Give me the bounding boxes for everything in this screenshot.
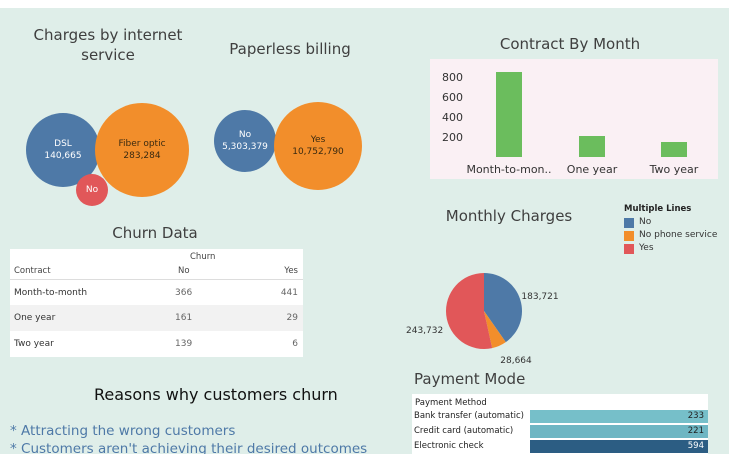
legend-item-yes[interactable]: Yes	[624, 243, 729, 255]
bubble-no-internet[interactable]: No	[76, 174, 108, 206]
pie-slice-label: 28,664	[500, 356, 532, 366]
table-row[interactable]: Month-to-month 366 441	[10, 279, 303, 306]
legend-swatch	[624, 244, 634, 254]
payment-row[interactable]: Credit card (automatic) 221	[412, 425, 708, 438]
monthly-pie-chart: 183,721 28,664 243,732	[406, 273, 559, 366]
payment-row[interactable]: Electronic check 594	[412, 440, 708, 453]
legend-swatch	[624, 218, 634, 228]
payment-header: Payment Method	[415, 398, 487, 408]
contract-chart-panel: 200 400 600 800 Month-to-mon.. One year Two ye…	[430, 59, 718, 179]
pie-slice[interactable]	[446, 273, 493, 349]
col-no-header: No	[178, 266, 190, 276]
reason-item: * Customers aren't achieving their desir…	[10, 441, 368, 454]
col-yes-header: Yes	[284, 266, 298, 276]
legend-swatch	[624, 231, 634, 241]
reasons-title: Reasons why customers churn	[94, 385, 338, 404]
legend-item-no[interactable]: No	[624, 217, 729, 229]
monthly-charges-title: Monthly Charges	[445, 207, 573, 225]
legend-title: Multiple Lines	[624, 204, 692, 214]
contract-bar[interactable]	[496, 72, 522, 157]
churn-group-header: Churn	[190, 252, 216, 262]
internet-chart-title: Charges by internet service	[33, 26, 183, 64]
bubble-dsl[interactable]: DSL 140,665	[26, 113, 100, 187]
bubble-paperless-yes[interactable]: Yes 10,752,790	[274, 102, 362, 190]
contract-bar-chart: 200 400 600 800 Month-to-mon.. One year Two ye…	[442, 71, 699, 176]
x-tick-label: Month-to-mon..	[466, 163, 551, 176]
pie-slice-label: 243,732	[406, 326, 443, 336]
x-tick-label: One year	[567, 163, 618, 176]
col-contract-header: Contract	[14, 266, 51, 276]
pie-slice[interactable]	[484, 311, 506, 349]
churn-table: Churn Contract No Yes Month-to-month 366…	[10, 249, 303, 357]
payment-row[interactable]: Bank transfer (automatic) 233	[412, 410, 708, 423]
monthly-legend: Multiple Lines No No phone service Yes	[624, 204, 729, 264]
payment-bar	[530, 410, 708, 423]
pie-slice[interactable]	[484, 273, 522, 343]
table-row[interactable]: One year 161 29	[10, 305, 303, 331]
churn-title: Churn Data	[112, 224, 198, 242]
legend-item-no-phone-service[interactable]: No phone service	[624, 230, 729, 242]
table-row[interactable]: Two year 139 6	[10, 331, 303, 357]
y-tick-label: 400	[442, 111, 463, 124]
reason-item: * Attracting the wrong customers	[10, 423, 236, 439]
dashboard: Charges by internet service DSL 140,665 …	[0, 8, 729, 454]
x-tick-label: Two year	[649, 163, 699, 176]
contract-chart-title: Contract By Month	[499, 35, 641, 53]
bubble-paperless-no[interactable]: No 5,303,379	[214, 110, 276, 172]
pie-slice-label: 183,721	[521, 292, 558, 302]
y-tick-label: 200	[442, 131, 463, 144]
paperless-chart-title: Paperless billing	[229, 40, 351, 58]
payment-table: Payment Method Bank transfer (automatic)…	[412, 394, 708, 454]
contract-bar[interactable]	[579, 136, 605, 157]
payment-bar	[530, 425, 708, 438]
bubble-fiber-optic[interactable]: Fiber optic 283,284	[95, 103, 189, 197]
payment-bar	[530, 440, 708, 453]
payment-title: Payment Mode	[414, 370, 526, 388]
y-tick-label: 600	[442, 91, 463, 104]
contract-bar[interactable]	[661, 142, 687, 157]
y-tick-label: 800	[442, 71, 463, 84]
